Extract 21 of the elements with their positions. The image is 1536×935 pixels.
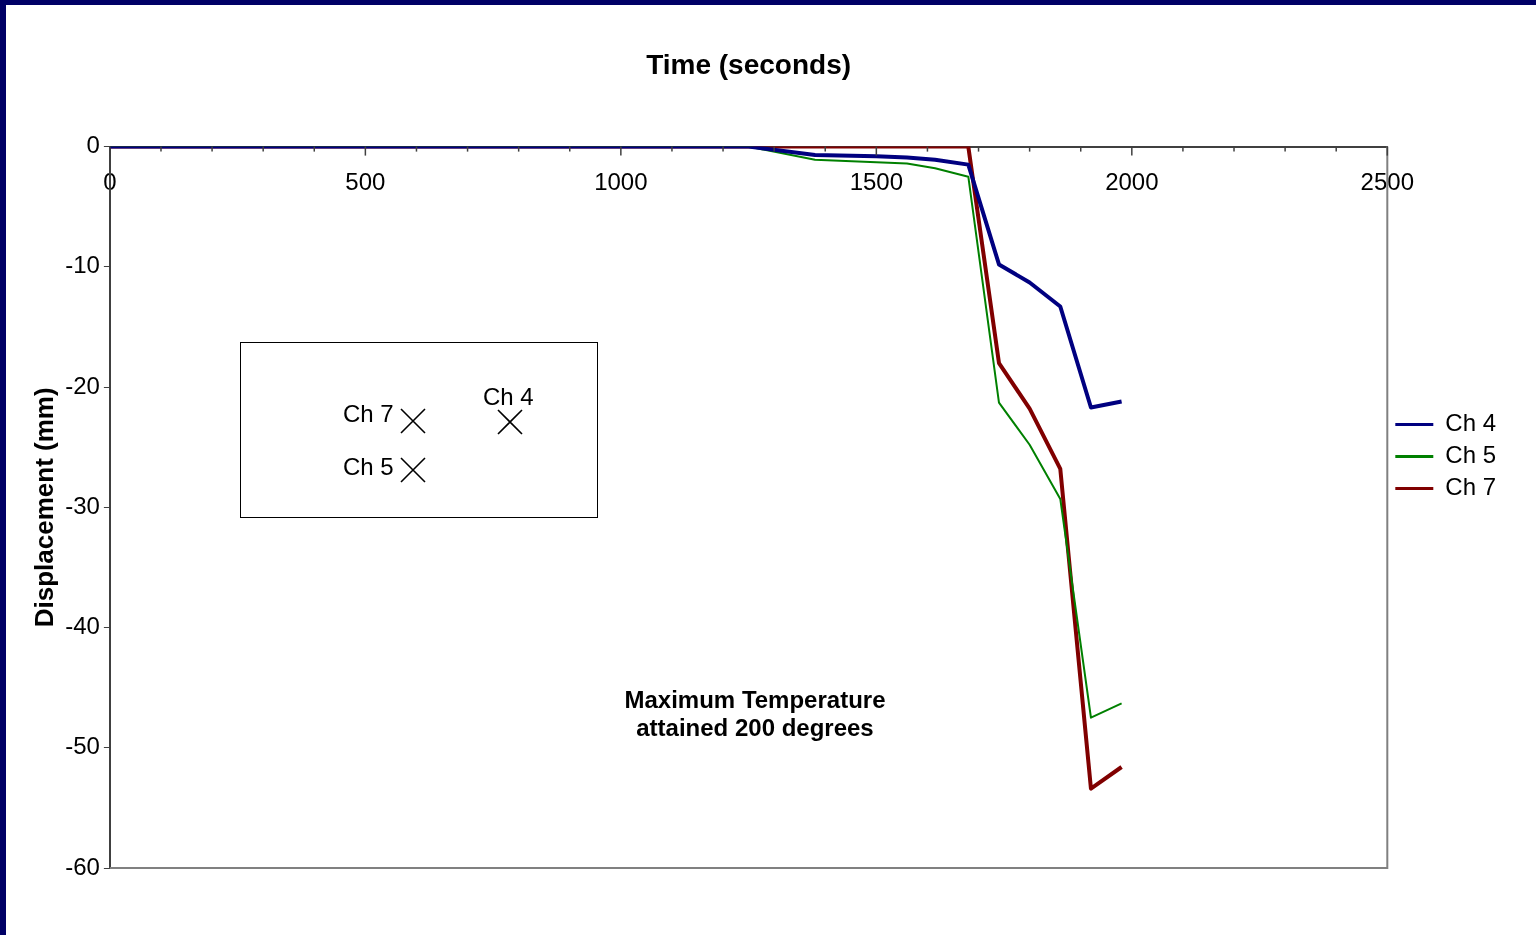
x-tick-label: 500 xyxy=(345,167,386,195)
y-axis-title: Displacement (mm) xyxy=(28,387,59,628)
annotation: Ch 4 xyxy=(483,383,534,411)
legend-label: Ch 5 xyxy=(1445,441,1497,469)
x-tick-label: 1500 xyxy=(849,167,904,195)
y-tick-label: 0 xyxy=(86,131,100,159)
annotation: Ch 5 xyxy=(343,453,394,481)
y-tick-label: -40 xyxy=(65,612,100,640)
y-tick-label: -30 xyxy=(65,491,100,519)
x-tick-label: 1000 xyxy=(594,167,648,195)
x-tick-label: 2500 xyxy=(1360,167,1414,195)
x-axis-title: Time (seconds) xyxy=(646,48,852,80)
y-tick-label: -10 xyxy=(65,251,100,279)
y-tick-label: -60 xyxy=(65,852,100,880)
legend-label: Ch 4 xyxy=(1445,409,1497,437)
legend-label: Ch 7 xyxy=(1445,473,1497,501)
y-tick-label: -20 xyxy=(65,371,100,399)
y-tick-label: -50 xyxy=(65,732,100,760)
x-tick-label: 2000 xyxy=(1105,167,1159,195)
annotation: Ch 7 xyxy=(343,400,394,428)
annotation: Maximum Temperature attained 200 degrees xyxy=(623,686,887,742)
